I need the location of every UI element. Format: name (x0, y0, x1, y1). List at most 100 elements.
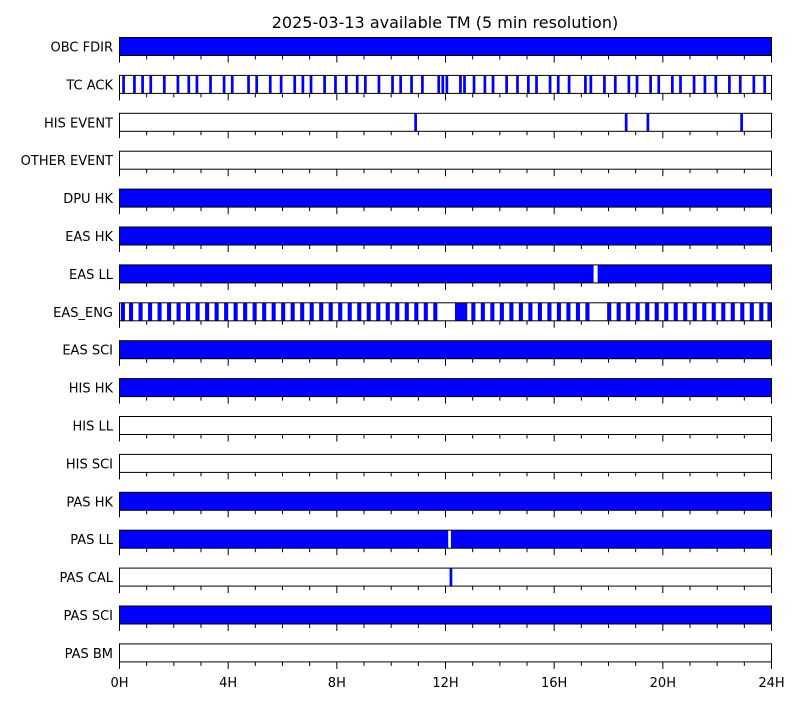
availability-bar (567, 75, 571, 94)
availability-bar (585, 302, 590, 321)
availability-bar (376, 302, 381, 321)
availability-bar (268, 75, 272, 94)
availability-bar (395, 302, 400, 321)
availability-bar (338, 302, 343, 321)
availability-bar (616, 302, 621, 321)
availability-bar (455, 302, 468, 321)
availability-bar (728, 75, 731, 94)
row-obc-fdir: OBC FDIR (51, 37, 772, 63)
row-label: DPU HK (63, 192, 113, 207)
availability-bar (518, 302, 523, 321)
availability-bar (437, 75, 441, 94)
availability-bar (230, 75, 234, 94)
availability-bar (377, 75, 381, 94)
availability-bar (271, 302, 276, 321)
row-label: PAS BM (65, 647, 113, 662)
row-background (119, 643, 772, 662)
availability-bar (692, 302, 697, 321)
availability-bar (738, 75, 742, 94)
row-label: HIS LL (73, 420, 114, 435)
availability-bar (657, 75, 661, 94)
row-label: EAS HK (65, 230, 113, 245)
availability-bar (252, 302, 257, 321)
availability-bar (547, 302, 552, 321)
availability-bar (119, 227, 772, 245)
row-background (119, 416, 772, 435)
availability-bar (385, 302, 390, 321)
row-label: PAS SCI (64, 609, 113, 624)
availability-bar (391, 75, 394, 94)
timeline-rows: OBC FDIR TC ACK HIS EVENT OTHER EVENT DPU HK… (21, 37, 772, 669)
availability-bar (195, 75, 199, 94)
availability-bar (162, 75, 166, 94)
availability-bar (186, 302, 191, 321)
availability-bar (505, 75, 508, 94)
availability-bar (355, 75, 359, 94)
availability-bar (301, 75, 305, 94)
availability-bar (214, 302, 219, 321)
row-label: EAS LL (69, 268, 114, 283)
availability-bar (480, 302, 485, 321)
availability-bar (414, 302, 419, 321)
availability-bar (119, 492, 772, 511)
availability-bar (527, 75, 530, 94)
x-tick-label: 12H (432, 676, 458, 691)
row-pas-cal: PAS CAL (60, 567, 772, 594)
availability-bar (243, 302, 248, 321)
availability-bar (646, 113, 650, 132)
row-eas-sci: EAS SCI (62, 340, 772, 366)
availability-bar (347, 302, 352, 321)
availability-bar (566, 302, 571, 321)
availability-bar (119, 530, 449, 549)
availability-bar (635, 75, 639, 94)
availability-bar (613, 75, 617, 94)
row-label: HIS SCI (66, 457, 113, 472)
availability-bar (673, 302, 678, 321)
availability-bar (119, 37, 772, 56)
row-his-sci: HIS SCI (66, 453, 772, 480)
row-pas-ll: PAS LL (70, 529, 772, 556)
availability-bar (664, 302, 669, 321)
availability-bar (654, 302, 659, 321)
row-eas-ll: EAS LL (69, 264, 772, 290)
availability-bar (441, 75, 445, 94)
availability-bar (548, 75, 552, 94)
availability-bar (120, 302, 125, 321)
availability-bar (445, 75, 449, 94)
x-tick-label: 24H (758, 676, 784, 691)
availability-bar (399, 75, 403, 94)
availability-bar (490, 302, 495, 321)
availability-bar (463, 75, 466, 94)
availability-bar (730, 302, 735, 321)
availability-bar (255, 75, 259, 94)
availability-bar (328, 302, 333, 321)
availability-bar (624, 113, 628, 132)
availability-bar (740, 302, 745, 321)
availability-bar (262, 302, 267, 321)
availability-bar (247, 75, 250, 94)
availability-bar (483, 75, 487, 94)
availability-bar (334, 75, 337, 94)
availability-bar (364, 75, 367, 94)
availability-bar (290, 302, 295, 321)
x-tick-label: 8H (328, 676, 346, 691)
availability-bar (293, 75, 297, 94)
availability-bar (167, 302, 172, 321)
availability-bar (449, 568, 453, 587)
availability-bar (649, 75, 652, 94)
availability-bar (404, 302, 409, 321)
availability-bar (491, 75, 495, 94)
availability-bar (589, 75, 593, 94)
availability-bar (627, 75, 631, 94)
availability-bar (471, 302, 476, 321)
availability-bar (344, 75, 348, 94)
x-axis: 0H 4H 8H 12H 16H 20H 24H (110, 676, 784, 691)
availability-bar (309, 75, 313, 94)
availability-bar (119, 378, 772, 397)
availability-bar (410, 75, 413, 94)
availability-bar (537, 302, 542, 321)
row-background (119, 151, 772, 170)
availability-bar (433, 302, 438, 321)
